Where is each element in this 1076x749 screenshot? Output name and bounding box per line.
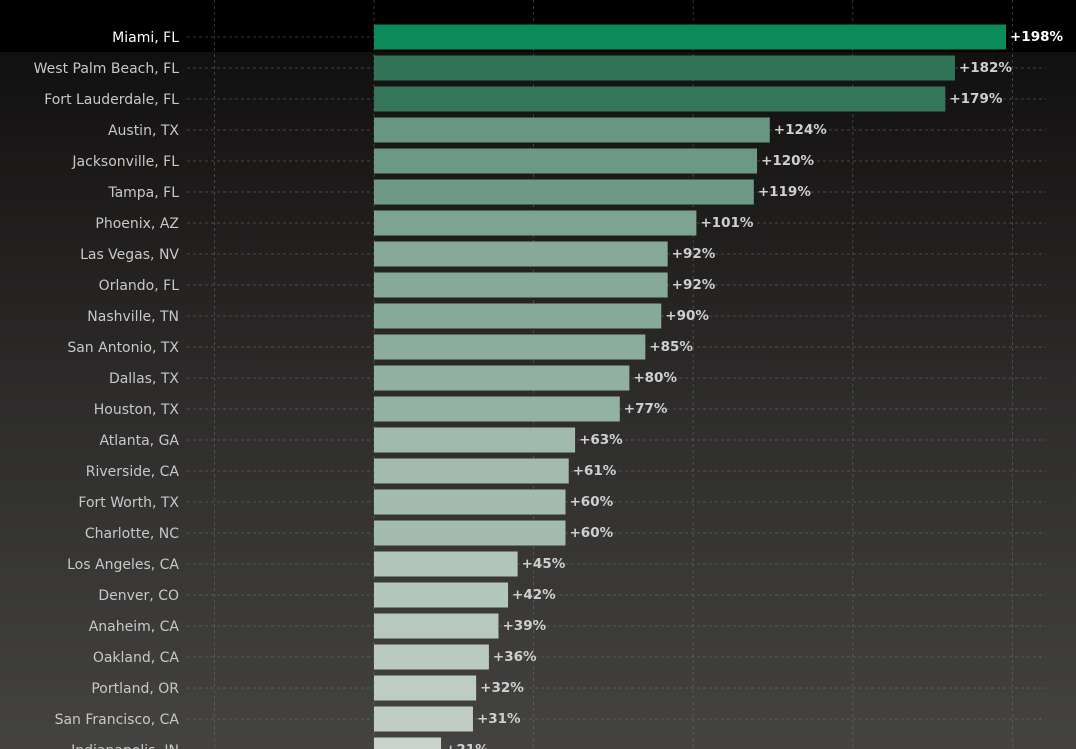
value-label: +80% — [633, 370, 677, 386]
value-label: +60% — [570, 525, 614, 541]
category-label: Denver, CO — [98, 588, 179, 604]
value-label: +32% — [480, 680, 524, 696]
bar — [374, 148, 758, 174]
category-label: Houston, TX — [94, 402, 180, 418]
category-label: Oakland, CA — [93, 650, 180, 666]
bar — [374, 179, 754, 205]
bar — [374, 489, 566, 515]
value-label: +42% — [512, 587, 556, 603]
value-labels: +198% +182% +179% +124% +120% +119% +101% +92% +… — [445, 29, 1063, 749]
category-labels: Miami, FL West Palm Beach, FL Fort Lauderd… — [34, 30, 180, 749]
value-label: +85% — [649, 339, 693, 355]
bar — [374, 458, 569, 484]
bar — [374, 520, 566, 546]
category-label: San Francisco, CA — [55, 712, 180, 728]
category-label: Anaheim, CA — [89, 619, 180, 635]
bar — [374, 272, 668, 298]
bar — [374, 241, 668, 267]
category-label: Dallas, TX — [109, 371, 179, 387]
bar — [374, 582, 509, 608]
value-label: +31% — [477, 711, 521, 727]
value-label: +60% — [570, 494, 614, 510]
bars — [374, 24, 1006, 749]
bar — [374, 613, 499, 639]
category-label: Austin, TX — [108, 123, 179, 139]
bar — [374, 117, 770, 143]
value-label: +45% — [522, 556, 566, 572]
value-label: +77% — [624, 401, 668, 417]
category-label: West Palm Beach, FL — [34, 61, 180, 77]
value-label: +39% — [502, 618, 546, 634]
value-label: +92% — [672, 246, 716, 262]
category-label: Charlotte, NC — [85, 526, 179, 542]
value-label: +182% — [959, 60, 1012, 76]
bar — [374, 396, 620, 422]
category-label: Nashville, TN — [87, 309, 179, 325]
bar — [374, 365, 630, 391]
category-label: Orlando, FL — [99, 278, 180, 294]
category-label: Fort Worth, TX — [78, 495, 179, 511]
bar — [374, 737, 442, 749]
category-label: Indianapolis, IN — [71, 743, 179, 749]
category-label: Jacksonville, FL — [71, 154, 179, 170]
value-label: +124% — [774, 122, 827, 138]
value-label: +90% — [665, 308, 709, 324]
grid-lines — [187, 0, 1046, 749]
category-label: San Antonio, TX — [67, 340, 179, 356]
value-label: +61% — [573, 463, 617, 479]
value-label: +179% — [949, 91, 1002, 107]
bar — [374, 210, 697, 236]
category-label: Atlanta, GA — [99, 433, 179, 449]
category-label: Fort Lauderdale, FL — [44, 92, 179, 108]
bar — [374, 86, 946, 112]
bar — [374, 334, 646, 360]
bar — [374, 675, 477, 701]
category-label: Las Vegas, NV — [80, 247, 179, 263]
bar — [374, 551, 518, 577]
bar — [374, 427, 576, 453]
category-label: Phoenix, AZ — [95, 216, 179, 232]
bar — [374, 24, 1006, 50]
category-label: Riverside, CA — [86, 464, 180, 480]
value-label: +21% — [445, 742, 489, 749]
bar — [374, 644, 489, 670]
bar — [374, 706, 473, 732]
value-label: +92% — [672, 277, 716, 293]
category-label: Los Angeles, CA — [67, 557, 179, 573]
value-label: +119% — [758, 184, 811, 200]
category-label: Tampa, FL — [107, 185, 179, 201]
value-label: +120% — [761, 153, 814, 169]
bar — [374, 303, 662, 329]
value-label: +36% — [493, 649, 537, 665]
value-label: +198% — [1010, 29, 1063, 45]
category-label: Miami, FL — [112, 30, 179, 46]
value-label: +101% — [700, 215, 753, 231]
category-label: Portland, OR — [91, 681, 179, 697]
value-label: +63% — [579, 432, 623, 448]
bar — [374, 55, 955, 81]
